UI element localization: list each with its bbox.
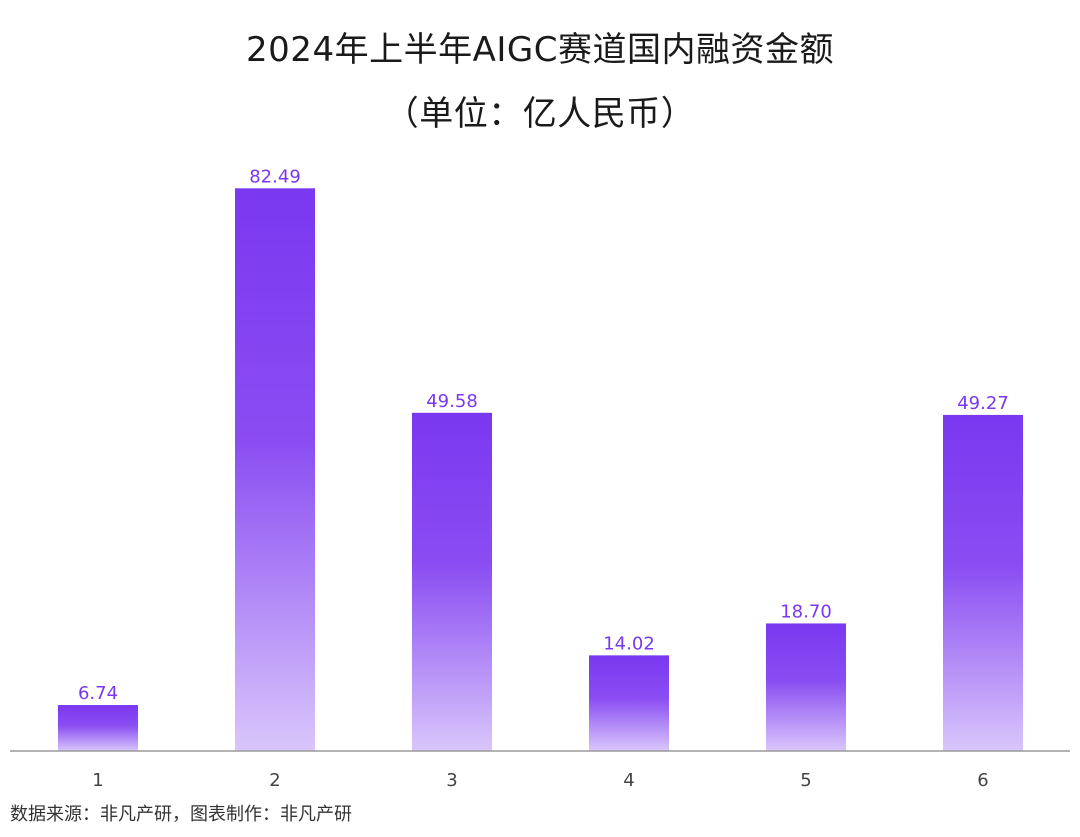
x-tick-label-1: 1 <box>92 770 103 791</box>
bar-5 <box>766 623 846 751</box>
bar-2 <box>235 188 315 751</box>
x-tick-label-5: 5 <box>800 770 811 791</box>
bar-chart: 6.74 1 82.49 2 49.58 3 14.02 4 18.70 5 49.27 6 <box>10 166 1070 791</box>
x-tick-label-6: 6 <box>977 770 988 791</box>
data-label-2: 82.49 <box>249 166 301 187</box>
x-tick-label-2: 2 <box>269 770 280 791</box>
bar-6 <box>943 414 1023 751</box>
bar-4 <box>589 655 669 751</box>
data-label-5: 18.70 <box>780 601 832 622</box>
data-label-4: 14.02 <box>603 633 655 654</box>
data-label-1: 6.74 <box>78 683 118 704</box>
chart-title: 2024年上半年AIGC赛道国内融资金额 <box>246 30 834 70</box>
x-tick-label-3: 3 <box>446 770 457 791</box>
data-label-3: 49.58 <box>426 391 478 412</box>
data-label-6: 49.27 <box>957 393 1009 414</box>
bar-3 <box>412 412 492 751</box>
bar-1 <box>58 705 138 751</box>
x-tick-label-4: 4 <box>623 770 634 791</box>
chart-subtitle: （单位：亿人民币） <box>384 94 696 134</box>
source-note: 数据来源：非凡产研，图表制作：非凡产研 <box>10 804 352 825</box>
